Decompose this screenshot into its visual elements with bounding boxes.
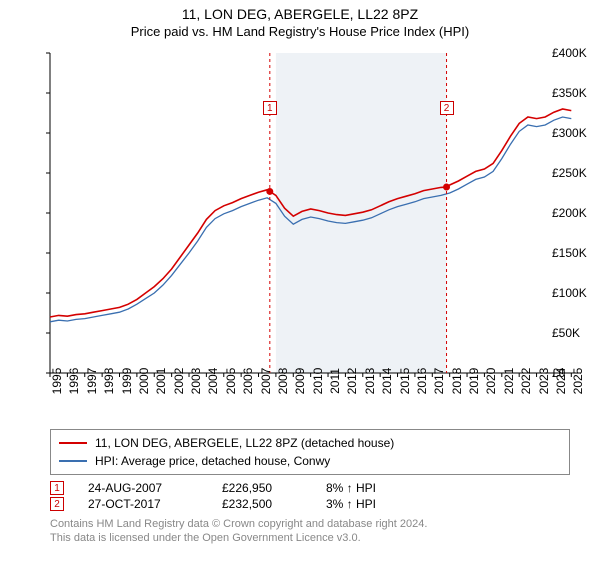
x-axis-label: 2010 xyxy=(311,368,325,395)
sales-table: 1 24-AUG-2007 £226,950 8% ↑ HPI 2 27-OCT-2017… xyxy=(0,481,600,511)
x-axis-label: 2004 xyxy=(206,368,220,395)
y-axis-label: £400K xyxy=(552,46,596,60)
legend-label: 11, LON DEG, ABERGELE, LL22 8PZ (detache… xyxy=(95,436,394,450)
x-axis-label: 2000 xyxy=(137,368,151,395)
sale-row-marker: 1 xyxy=(50,481,64,495)
x-axis-label: 2022 xyxy=(519,368,533,395)
x-axis-label: 2005 xyxy=(224,368,238,395)
sale-row-price: £232,500 xyxy=(222,497,302,511)
x-axis-label: 2007 xyxy=(259,368,273,395)
y-axis-label: £50K xyxy=(552,326,596,340)
x-axis-label: 2002 xyxy=(172,368,186,395)
sale-row-price: £226,950 xyxy=(222,481,302,495)
y-axis-label: £250K xyxy=(552,166,596,180)
sale-marker-label: 1 xyxy=(263,101,277,115)
y-axis-label: £300K xyxy=(552,126,596,140)
license-text: Contains HM Land Registry data © Crown c… xyxy=(50,517,570,546)
x-axis-label: 1997 xyxy=(85,368,99,395)
sale-row-pct: 3% ↑ HPI xyxy=(326,497,416,511)
x-axis-label: 2015 xyxy=(398,368,412,395)
sale-row-date: 24-AUG-2007 xyxy=(88,481,198,495)
chart-title-subtitle: Price paid vs. HM Land Registry's House … xyxy=(0,24,600,39)
y-axis-label: £150K xyxy=(552,246,596,260)
legend-swatch xyxy=(59,442,87,444)
x-axis-label: 2020 xyxy=(484,368,498,395)
license-line2: This data is licensed under the Open Gov… xyxy=(50,531,570,545)
x-axis-label: 2001 xyxy=(154,368,168,395)
chart-title-address: 11, LON DEG, ABERGELE, LL22 8PZ xyxy=(0,6,600,22)
x-axis-label: 2013 xyxy=(363,368,377,395)
sale-marker-label: 2 xyxy=(440,101,454,115)
x-axis-label: 2021 xyxy=(502,368,516,395)
legend-item: 11, LON DEG, ABERGELE, LL22 8PZ (detache… xyxy=(59,434,561,452)
legend-label: HPI: Average price, detached house, Conw… xyxy=(95,454,330,468)
x-axis-label: 2025 xyxy=(571,368,585,395)
x-axis-label: 2017 xyxy=(432,368,446,395)
license-line1: Contains HM Land Registry data © Crown c… xyxy=(50,517,570,531)
x-axis-label: 2014 xyxy=(380,368,394,395)
x-axis-label: 2023 xyxy=(537,368,551,395)
legend-item: HPI: Average price, detached house, Conw… xyxy=(59,452,561,470)
y-axis-label: £100K xyxy=(552,286,596,300)
sale-row-pct: 8% ↑ HPI xyxy=(326,481,416,495)
legend: 11, LON DEG, ABERGELE, LL22 8PZ (detache… xyxy=(50,429,570,475)
x-axis-label: 2006 xyxy=(241,368,255,395)
x-axis-label: 1996 xyxy=(67,368,81,395)
x-axis-label: 1998 xyxy=(102,368,116,395)
sale-row: 2 27-OCT-2017 £232,500 3% ↑ HPI xyxy=(50,497,570,511)
x-axis-label: 2012 xyxy=(345,368,359,395)
x-axis-label: 2008 xyxy=(276,368,290,395)
chart-svg xyxy=(0,43,600,423)
sale-row-marker: 2 xyxy=(50,497,64,511)
chart-area: £0£50K£100K£150K£200K£250K£300K£350K£400… xyxy=(0,43,600,423)
x-axis-label: 1995 xyxy=(50,368,64,395)
y-axis-label: £350K xyxy=(552,86,596,100)
x-axis-label: 2011 xyxy=(328,368,342,394)
x-axis-label: 2016 xyxy=(415,368,429,395)
sale-row: 1 24-AUG-2007 £226,950 8% ↑ HPI xyxy=(50,481,570,495)
x-axis-label: 1999 xyxy=(120,368,134,395)
x-axis-label: 2019 xyxy=(467,368,481,395)
y-axis-label: £200K xyxy=(552,206,596,220)
x-axis-label: 2009 xyxy=(293,368,307,395)
x-axis-label: 2024 xyxy=(554,368,568,395)
sale-row-date: 27-OCT-2017 xyxy=(88,497,198,511)
legend-swatch xyxy=(59,460,87,462)
x-axis-label: 2018 xyxy=(450,368,464,395)
x-axis-label: 2003 xyxy=(189,368,203,395)
